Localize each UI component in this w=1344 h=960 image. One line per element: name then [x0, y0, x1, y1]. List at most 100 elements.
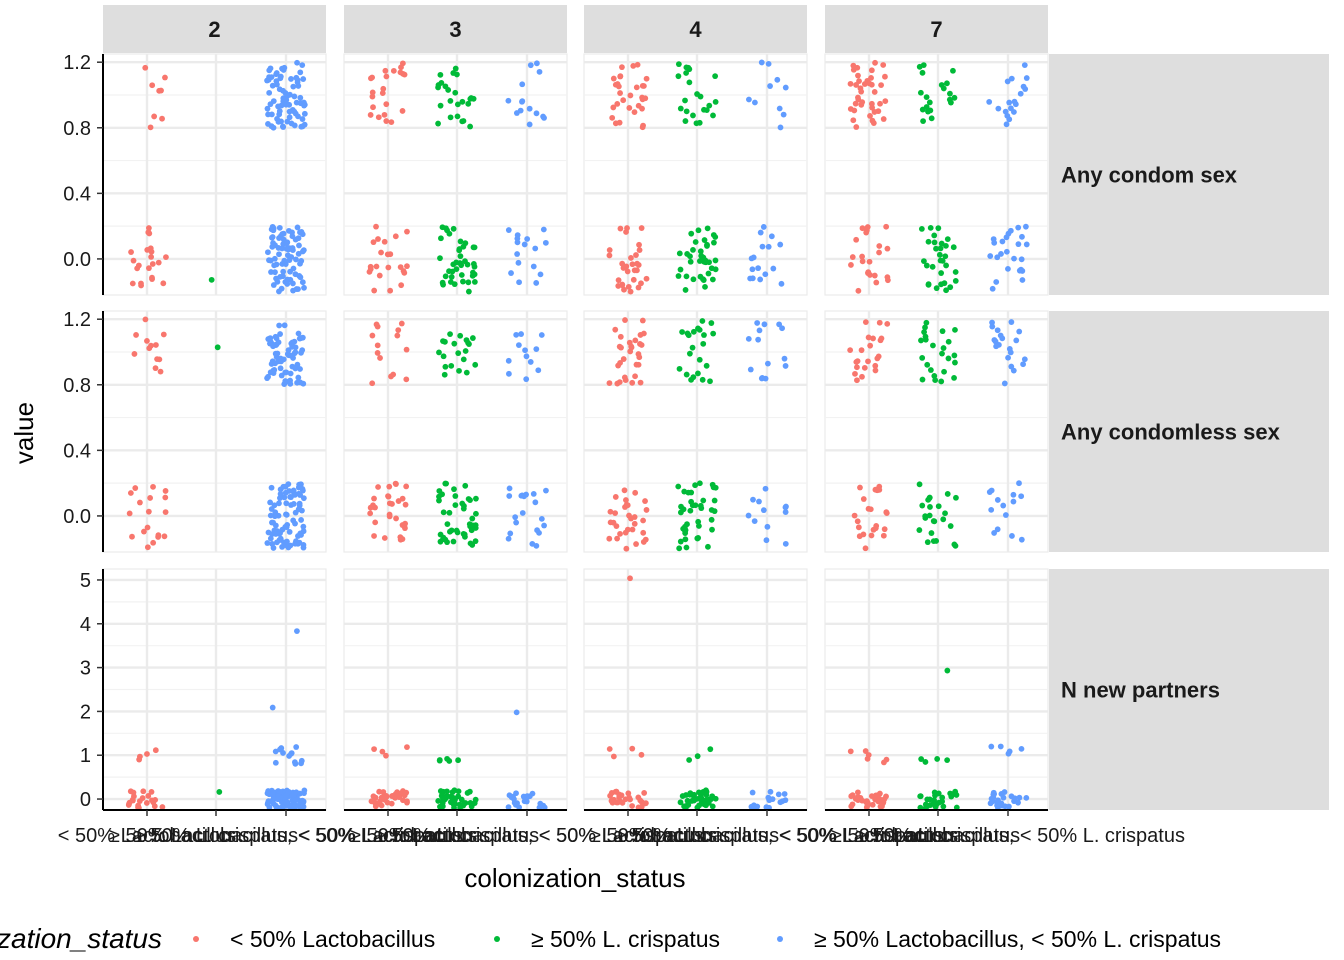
point-1-3-cat3 [533, 110, 540, 117]
point-1-2-cat3 [299, 62, 306, 69]
point-2-2-cat3 [297, 366, 303, 372]
point-1-4-cat2 [712, 99, 719, 105]
point-3-3-cat2 [437, 788, 444, 794]
point-1-4-cat2 [705, 270, 712, 277]
point-1-3-cat2 [442, 83, 449, 90]
point-2-7-cat3 [1020, 361, 1026, 368]
point-1-3-cat1 [378, 249, 384, 256]
point-2-4-cat1 [607, 508, 614, 515]
facet-label-row-3: N new partners [1061, 678, 1220, 703]
point-1-3-cat2 [454, 113, 461, 120]
point-3-7-cat1 [864, 801, 871, 808]
point-2-3-cat2 [440, 338, 446, 345]
point-1-7-cat3 [1008, 105, 1014, 112]
point-1-7-cat3 [999, 238, 1006, 245]
point-2-3-cat1 [381, 535, 388, 541]
point-2-2-cat1 [144, 338, 150, 344]
point-2-2-cat3 [300, 495, 307, 502]
point-3-2-cat1 [143, 800, 150, 806]
point-2-2-cat3 [264, 540, 271, 546]
point-1-4-cat2 [690, 112, 696, 119]
point-1-7-cat3 [993, 279, 1000, 285]
point-1-3-cat2 [438, 235, 444, 242]
point-2-4-cat1 [606, 535, 613, 542]
point-3-3-cat2 [439, 803, 446, 810]
point-3-7-cat1 [883, 756, 890, 763]
point-2-4-cat1 [627, 348, 634, 355]
point-2-4-cat1 [617, 530, 623, 537]
point-3-7-cat3 [997, 743, 1004, 750]
point-1-2-cat1 [135, 262, 142, 269]
point-1-7-cat3 [1020, 83, 1027, 90]
point-1-7-cat3 [1023, 241, 1030, 248]
point-1-7-cat2 [938, 270, 945, 276]
point-3-4-cat3 [763, 804, 770, 811]
point-2-2-cat3 [269, 541, 276, 547]
point-1-3-cat1 [385, 264, 392, 271]
point-1-3-cat1 [381, 111, 388, 118]
point-1-3-cat1 [383, 73, 390, 80]
point-1-3-cat2 [447, 98, 454, 104]
point-2-2-cat3 [277, 365, 284, 372]
point-1-4-cat1 [612, 120, 619, 127]
point-1-7-cat1 [868, 67, 875, 74]
x-tick-label: < 50% Lactobacillus [299, 825, 477, 847]
point-1-2-cat3 [295, 286, 301, 292]
point-1-3-cat1 [404, 228, 410, 235]
point-2-4-cat1 [632, 337, 639, 344]
point-2-7-cat1 [854, 518, 861, 525]
legend-key-2 [494, 936, 500, 942]
point-1-4-cat3 [762, 271, 769, 278]
point-2-4-cat2 [683, 544, 690, 551]
point-2-7-cat3 [1000, 502, 1007, 509]
point-1-2-cat3 [297, 94, 304, 101]
point-3-2-cat3 [270, 790, 276, 797]
point-2-2-cat3 [288, 502, 294, 508]
point-2-7-cat1 [852, 370, 858, 377]
point-2-7-cat2 [938, 378, 945, 385]
point-1-2-cat1 [146, 230, 153, 237]
point-1-3-cat3 [514, 235, 521, 242]
point-3-2-cat3 [267, 798, 274, 805]
point-2-2-cat1 [142, 316, 149, 323]
point-1-2-cat1 [149, 261, 156, 267]
point-1-7-cat1 [863, 227, 870, 234]
point-2-7-cat2 [931, 518, 938, 525]
point-2-7-cat2 [923, 319, 930, 326]
point-1-4-cat1 [609, 114, 616, 121]
point-1-3-cat2 [464, 261, 471, 268]
point-3-2-cat1 [145, 793, 152, 799]
point-2-2-cat3 [267, 535, 274, 542]
point-1-4-cat2 [688, 230, 695, 237]
point-2-4-cat2 [688, 498, 695, 505]
point-3-3-cat3 [513, 709, 520, 716]
point-3-7-cat2 [944, 757, 951, 764]
point-2-2-cat1 [155, 534, 162, 540]
point-2-7-cat3 [989, 323, 996, 330]
point-3-2-cat1 [152, 747, 159, 754]
point-1-7-cat3 [1019, 277, 1026, 283]
point-1-7-cat2 [943, 242, 949, 249]
point-1-2-cat3 [266, 74, 272, 80]
point-1-2-cat2 [208, 276, 215, 283]
point-1-4-cat1 [635, 284, 642, 291]
point-1-7-cat2 [925, 281, 932, 288]
point-3-3-cat2 [462, 800, 469, 806]
point-2-3-cat2 [469, 515, 476, 522]
point-1-4-cat3 [749, 266, 756, 273]
point-2-4-cat2 [696, 326, 703, 333]
point-1-3-cat3 [505, 97, 512, 104]
point-2-3-cat1 [377, 355, 383, 361]
point-2-7-cat2 [922, 324, 928, 331]
point-3-3-cat3 [521, 798, 528, 805]
point-2-4-cat2 [692, 482, 699, 489]
point-2-4-cat3 [755, 336, 762, 343]
point-2-3-cat3 [530, 491, 537, 497]
point-3-3-cat3 [529, 790, 536, 797]
point-2-7-cat1 [862, 545, 869, 552]
point-1-4-cat1 [631, 267, 638, 274]
point-2-7-cat2 [933, 538, 940, 544]
point-2-3-cat1 [371, 495, 377, 502]
point-1-4-cat2 [701, 237, 708, 243]
point-2-3-cat2 [443, 480, 450, 487]
